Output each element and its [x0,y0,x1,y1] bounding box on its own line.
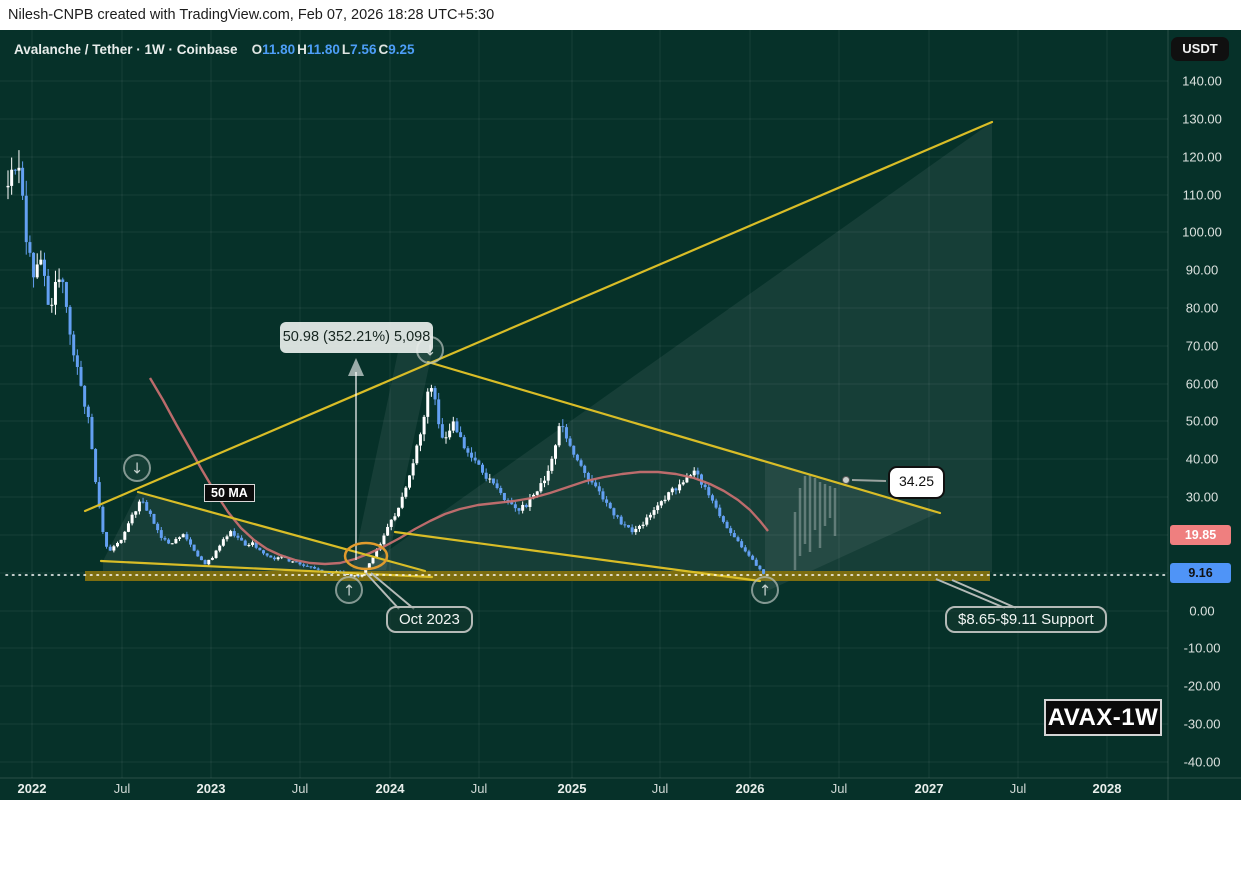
price-tick-70.00: 70.00 [1185,338,1219,354]
oct-low-highlight-circle [343,541,389,571]
measure-arrow-head [348,358,364,376]
price-tick-120.00: 120.00 [1182,149,1222,165]
price-tick-60.00: 60.00 [1185,376,1219,392]
up-arrow-glyph: ↑ [759,582,772,600]
time-tick-2023-211[interactable]: 2023 [196,781,226,796]
ma-50-line [148,377,769,566]
overlay-apex-triangle [765,460,940,592]
price-badge-19.85: 19.85 [1170,525,1231,545]
support-band [85,571,990,581]
time-tick-Jul-300[interactable]: Jul [291,781,309,796]
time-tick-2028-1107[interactable]: 2028 [1092,781,1122,796]
price-tick-50.00: 50.00 [1185,413,1219,429]
price-tick--40.00: -40.00 [1183,754,1221,770]
trendline-descending-wedge-top [426,360,942,515]
chart-background [0,30,1241,800]
target-leader-dot [842,476,850,484]
support-callout-tail [935,578,1017,609]
ticker-interval-badge: AVAX-1W [1044,699,1162,736]
ohlc-values: O11.80 H11.80 L7.56 C9.25 [252,42,417,57]
ma-label[interactable]: 50 MA [204,484,255,502]
currency-unit-button[interactable]: USDT [1171,37,1229,61]
time-tick-Jul-122[interactable]: Jul [113,781,131,796]
time-tick-2027-929[interactable]: 2027 [914,781,944,796]
attribution-text: Nilesh-CNPB created with TradingView.com… [8,7,495,23]
time-tick-2024-390[interactable]: 2024 [375,781,405,796]
down-arrow-glyph: ↓ [131,460,144,478]
price-tick--10.00: -10.00 [1183,640,1221,656]
up-arrow-circle-icon [751,576,779,604]
trendline-descending-wedge-bottom [393,530,762,583]
time-tick-Jul-839[interactable]: Jul [830,781,848,796]
price-tick--20.00: -20.00 [1183,678,1221,694]
time-tick-Jul-1018[interactable]: Jul [1009,781,1027,796]
candlestick-series [6,150,766,578]
up-arrow-circle-icon [335,576,363,604]
time-tick-Jul-479[interactable]: Jul [470,781,488,796]
time-tick-2025-572[interactable]: 2025 [557,781,587,796]
down-arrow-circle-icon [123,454,151,482]
up-arrow-glyph: ↑ [343,582,356,600]
overlay-measured-move-band [352,352,432,570]
price-tick-140.00: 140.00 [1182,73,1222,89]
price-tick-0.00: 0.00 [1189,603,1215,619]
oct-2023-callout[interactable]: Oct 2023 [386,606,473,633]
trendline-left-wedge-top [136,490,427,573]
price-tick-100.00: 100.00 [1182,224,1222,240]
attribution-bar: Nilesh-CNPB created with TradingView.com… [0,0,1241,30]
overlay-big-projection-triangle [358,122,992,572]
ohlc-L: L7.56 [341,41,377,57]
price-tick-130.00: 130.00 [1182,111,1222,127]
price-tick-110.00: 110.00 [1182,187,1222,203]
trendline-ascending-resistance [83,120,994,513]
oct-callout-tail [365,572,415,610]
ohlc-H: H11.80 [297,41,340,57]
footer-strip: TradingView [0,800,1241,871]
measured-move-tooltip: 50.98 (352.21%) 5,098 [280,322,433,353]
symbol-header[interactable]: Avalanche / Tether · 1W · Coinbase O11.8… [14,39,416,59]
price-tick-40.00: 40.00 [1185,451,1219,467]
price-tick-90.00: 90.00 [1185,262,1219,278]
target-leader-line [851,479,887,482]
price-tick-80.00: 80.00 [1185,300,1219,316]
time-tick-2022-32[interactable]: 2022 [17,781,47,796]
time-tick-Jul-660[interactable]: Jul [651,781,669,796]
ohlc-O: O11.80 [251,41,296,57]
price-tick-30.00: 30.00 [1185,489,1219,505]
ohlc-C: C9.25 [378,41,415,57]
price-badge-9.16: 9.16 [1170,563,1231,583]
time-tick-2026-750[interactable]: 2026 [735,781,765,796]
target-price-callout[interactable]: 34.25 [888,466,945,499]
symbol-title[interactable]: Avalanche / Tether · 1W · Coinbase [14,41,238,57]
price-tick--30.00: -30.00 [1183,716,1221,732]
support-zone-callout[interactable]: $8.65-$9.11 Support [945,606,1107,633]
